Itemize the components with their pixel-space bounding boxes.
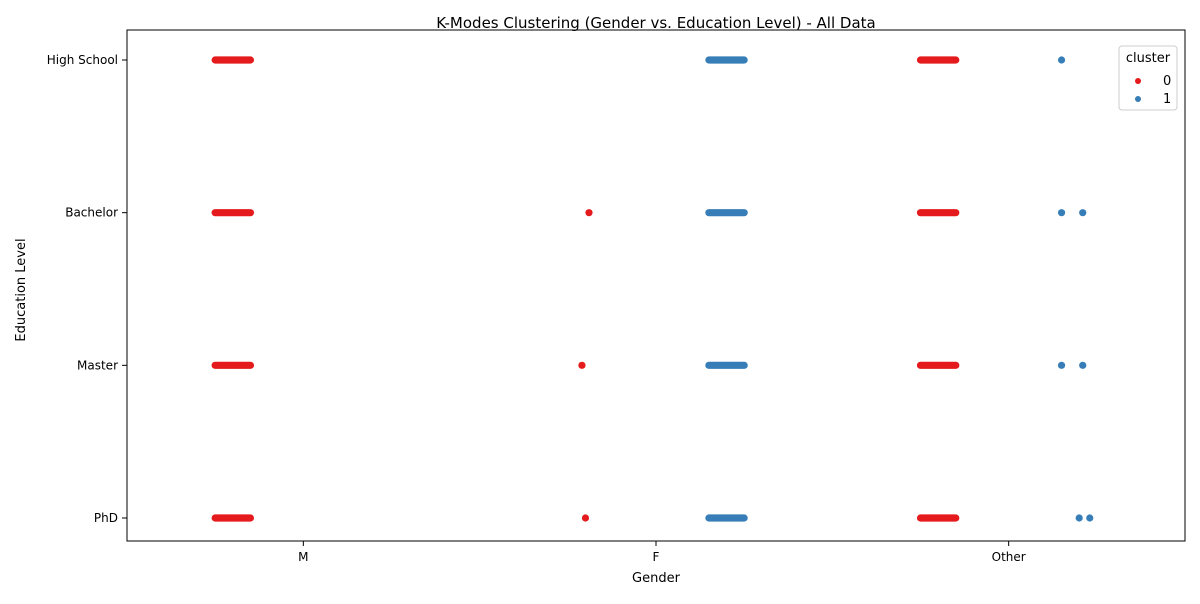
series-1 xyxy=(705,56,1094,522)
legend: cluster 0 1 xyxy=(1118,45,1178,111)
data-point xyxy=(1057,361,1066,369)
y-tick-label: PhD xyxy=(94,511,118,525)
legend-marker-1 xyxy=(1135,96,1141,102)
x-tick-label: M xyxy=(298,550,308,564)
x-axis-label: Gender xyxy=(632,571,681,586)
data-point xyxy=(585,209,593,217)
plot-area: M F Other High School Bachelor Master PhD xyxy=(47,29,1186,564)
legend-marker-0 xyxy=(1135,78,1141,84)
data-point xyxy=(581,514,590,522)
series-0 xyxy=(211,56,960,522)
y-axis-label: Education Level xyxy=(14,238,29,341)
data-point xyxy=(1086,514,1094,522)
legend-frame xyxy=(1118,45,1178,111)
x-tick-label: Other xyxy=(992,550,1026,564)
x-tick-label: F xyxy=(653,550,660,564)
data-point xyxy=(578,361,586,369)
data-point xyxy=(1057,56,1066,64)
y-tick-label: Master xyxy=(77,358,118,372)
legend-label-0: 0 xyxy=(1163,74,1171,89)
data-point xyxy=(1057,209,1066,217)
y-tick-label: Bachelor xyxy=(65,206,118,220)
legend-title: cluster xyxy=(1126,51,1171,66)
data-point xyxy=(1079,209,1087,217)
legend-label-1: 1 xyxy=(1163,92,1171,107)
chart-title: K-Modes Clustering (Gender vs. Education… xyxy=(436,14,875,32)
data-point xyxy=(1075,514,1083,522)
y-tick-label: High School xyxy=(47,53,118,67)
data-point xyxy=(1079,361,1087,369)
